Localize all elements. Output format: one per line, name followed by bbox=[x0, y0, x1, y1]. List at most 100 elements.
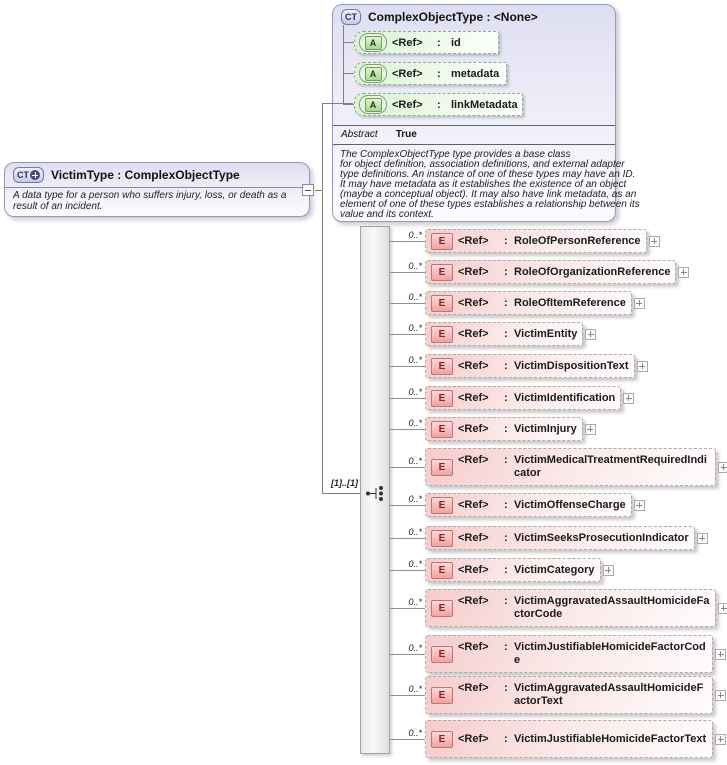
cardinality-label: 0..* bbox=[408, 683, 422, 694]
cardinality-label: 0..* bbox=[408, 386, 422, 397]
separator: : bbox=[504, 454, 508, 466]
expand-button[interactable] bbox=[715, 733, 726, 745]
element-label: <Ref>: RoleOfItemReference bbox=[458, 297, 626, 310]
element-name: VictimJustifiableHomicideFactorText bbox=[514, 732, 707, 745]
base-type-box[interactable]: CT ComplexObjectType : <None> A <Ref> : … bbox=[332, 4, 640, 222]
element-row: 0..* E <Ref>: VictimJustifiableHomicideFact… bbox=[390, 720, 726, 758]
separator: : bbox=[504, 422, 508, 435]
attribute-node-id[interactable]: A <Ref> : id bbox=[354, 31, 499, 54]
expand-button[interactable] bbox=[715, 648, 726, 660]
ref-label: <Ref> bbox=[458, 641, 489, 653]
element-icon: E bbox=[431, 686, 453, 704]
element-node[interactable]: E <Ref>: VictimOffenseCharge bbox=[425, 493, 632, 517]
element-label: <Ref>: VictimInjury bbox=[458, 423, 577, 436]
connector-line: 0..* bbox=[390, 643, 425, 655]
abstract-label: Abstract bbox=[341, 129, 378, 140]
collapse-button[interactable] bbox=[302, 184, 314, 196]
attribute-tree-stub bbox=[343, 42, 354, 43]
description-line: (maybe a conceptual object). It may also… bbox=[340, 189, 637, 200]
description-line: for object definition, association defin… bbox=[340, 159, 625, 170]
attribute-tree-stub bbox=[343, 73, 354, 74]
expand-button[interactable] bbox=[584, 423, 596, 435]
element-row: 0..* E <Ref>: VictimInjury bbox=[390, 417, 596, 441]
expand-button[interactable] bbox=[718, 461, 727, 473]
expand-button[interactable] bbox=[585, 328, 597, 340]
connector-trunk-line bbox=[322, 103, 323, 493]
element-label: <Ref>: VictimCategory bbox=[458, 564, 595, 577]
separator: : bbox=[504, 641, 508, 653]
connector-line: 0..* bbox=[390, 728, 425, 740]
element-row: 0..* E <Ref>: VictimOffenseCharge bbox=[390, 493, 645, 517]
expand-button[interactable] bbox=[636, 360, 648, 372]
element-node[interactable]: E <Ref>: VictimCategory bbox=[425, 558, 601, 582]
separator: : bbox=[437, 67, 441, 80]
expand-button[interactable] bbox=[602, 564, 614, 576]
connector-line bbox=[322, 103, 353, 104]
element-name: RoleOfOrganizationReference bbox=[514, 265, 671, 278]
attribute-node-metadata[interactable]: A <Ref> : metadata bbox=[354, 62, 507, 85]
element-node[interactable]: E <Ref>: VictimSeeksProsecutionIndicator bbox=[425, 526, 695, 550]
ref-label: <Ref> bbox=[458, 732, 489, 745]
element-row: 0..* E <Ref>: RoleOfPersonReference bbox=[390, 229, 660, 253]
description-line: It may have metadata as it establishes t… bbox=[340, 179, 627, 190]
ref-label: <Ref> bbox=[458, 422, 489, 435]
ref-label: <Ref> bbox=[458, 265, 489, 278]
compositor-cardinality-label: [1]..[1] bbox=[331, 478, 358, 488]
element-name: VictimCategory bbox=[514, 563, 595, 576]
element-node[interactable]: E <Ref>: RoleOfPersonReference bbox=[425, 229, 647, 253]
ref-label: <Ref> bbox=[392, 67, 423, 80]
sequence-icon[interactable] bbox=[365, 485, 387, 502]
expand-button[interactable] bbox=[696, 532, 708, 544]
element-node[interactable]: E <Ref>: VictimInjury bbox=[425, 417, 583, 441]
connector-line: 0..* bbox=[390, 323, 425, 335]
attribute-name: metadata bbox=[451, 67, 500, 80]
expand-button[interactable] bbox=[678, 266, 690, 278]
expand-button[interactable] bbox=[633, 297, 645, 309]
expand-button[interactable] bbox=[633, 499, 645, 511]
complextype-icon: CT bbox=[341, 9, 361, 25]
element-row: 0..* E <Ref>: VictimAggravatedAssaultHomici… bbox=[390, 676, 726, 714]
element-node[interactable]: E <Ref>: VictimDispositionText bbox=[425, 354, 635, 378]
element-icon: E bbox=[431, 599, 453, 617]
attribute-node-linkmetadata[interactable]: A <Ref> : linkMetadata bbox=[354, 93, 523, 116]
element-node[interactable]: E <Ref>: VictimJustifiableHomicideFactorTe… bbox=[425, 720, 713, 758]
element-icon: E bbox=[431, 420, 453, 438]
cardinality-label: 0..* bbox=[408, 417, 422, 428]
expand-button[interactable] bbox=[715, 689, 726, 701]
ref-label: <Ref> bbox=[458, 359, 489, 372]
derived-type-box[interactable]: CT VictimType : ComplexObjectType A data… bbox=[4, 162, 310, 217]
separator: : bbox=[504, 732, 508, 745]
element-icon: E bbox=[431, 357, 453, 375]
element-node[interactable]: E <Ref>: RoleOfItemReference bbox=[425, 291, 632, 315]
attribute-icon-label: A bbox=[364, 97, 382, 112]
element-node[interactable]: E <Ref>: VictimMedicalTreatmentRequiredInd… bbox=[425, 448, 716, 486]
element-label: <Ref>: VictimSeeksProsecutionIndicator bbox=[458, 532, 689, 545]
element-name: VictimIdentification bbox=[514, 391, 616, 404]
ref-label: <Ref> bbox=[392, 36, 423, 49]
element-node[interactable]: E <Ref>: VictimJustifiableHomicideFactorCo… bbox=[425, 635, 713, 673]
element-icon: E bbox=[431, 325, 453, 343]
separator: : bbox=[504, 234, 508, 247]
element-node[interactable]: E <Ref>: VictimEntity bbox=[425, 322, 584, 346]
expand-button[interactable] bbox=[718, 602, 727, 614]
element-label: <Ref>: VictimAggravatedAssaultHomicideFac… bbox=[458, 595, 710, 621]
connector-line: 0..* bbox=[390, 597, 425, 609]
ref-label: <Ref> bbox=[458, 531, 489, 544]
ref-label: <Ref> bbox=[458, 595, 489, 607]
element-node[interactable]: E <Ref>: VictimIdentification bbox=[425, 386, 622, 410]
element-label: <Ref>: VictimAggravatedAssaultHomicideFac… bbox=[458, 682, 707, 708]
separator: : bbox=[504, 359, 508, 372]
description-line: The ComplexObjectType type provides a ba… bbox=[340, 149, 571, 160]
element-node[interactable]: E <Ref>: RoleOfOrganizationReference bbox=[425, 260, 677, 284]
attribute-icon-label: A bbox=[364, 35, 382, 50]
element-node[interactable]: E <Ref>: VictimAggravatedAssaultHomicideFa… bbox=[425, 589, 716, 627]
element-label: <Ref>: VictimIdentification bbox=[458, 392, 615, 405]
element-node[interactable]: E <Ref>: VictimAggravatedAssaultHomicideFa… bbox=[425, 676, 713, 714]
expand-button[interactable] bbox=[623, 392, 635, 404]
separator: : bbox=[437, 98, 441, 111]
expand-button[interactable] bbox=[648, 235, 660, 247]
separator: : bbox=[504, 391, 508, 404]
connector-line: 0..* bbox=[390, 230, 425, 242]
sequence-compositor-bar bbox=[360, 226, 390, 754]
